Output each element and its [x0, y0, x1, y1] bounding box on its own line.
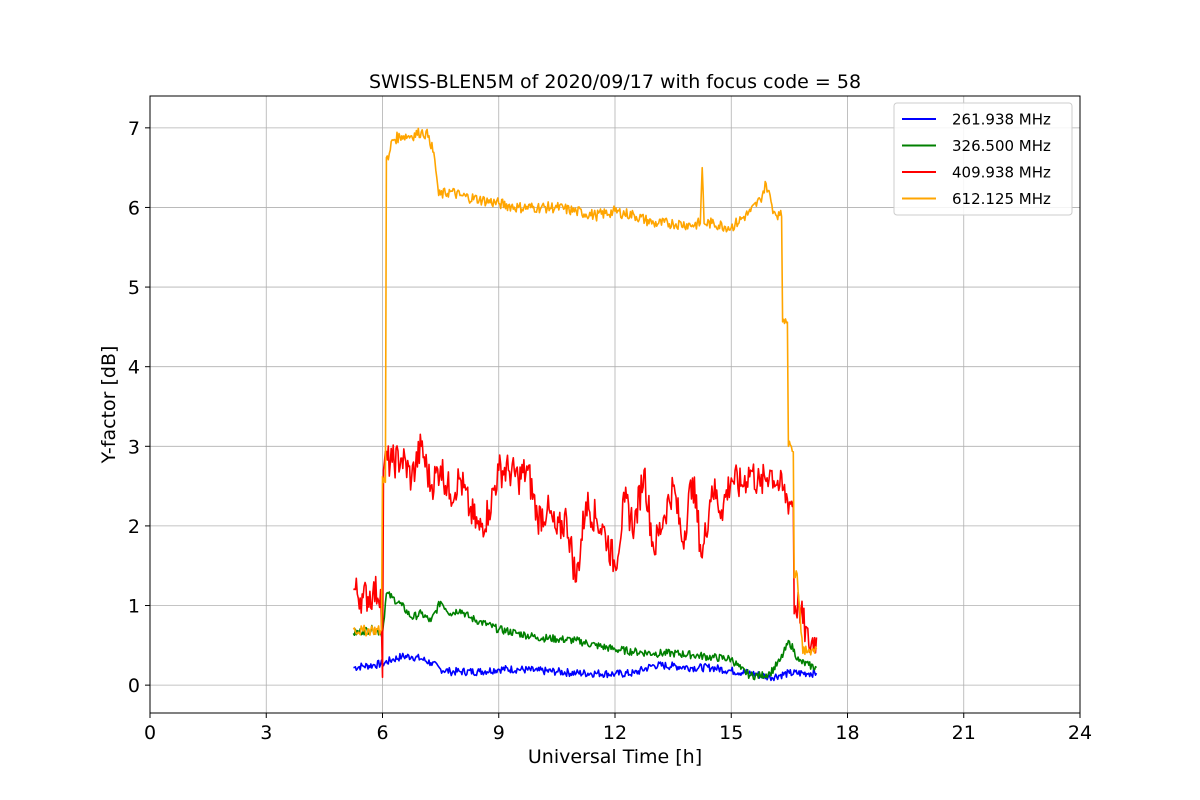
x-tick-label: 0 [144, 722, 156, 744]
legend-box [893, 102, 1073, 216]
x-tick-label: 15 [719, 722, 743, 744]
y-tick-label: 4 [128, 357, 140, 379]
y-tick-label: 7 [128, 118, 140, 140]
x-tick-label: 6 [376, 722, 388, 744]
chart-title: SWISS-BLEN5M of 2020/09/17 with focus co… [369, 71, 861, 93]
series-line-0 [353, 652, 818, 682]
x-tick-label: 9 [493, 722, 505, 744]
x-tick-label: 3 [260, 722, 272, 744]
legend-label: 326.500 MHz [952, 137, 1051, 155]
series-line-2 [353, 433, 818, 678]
y-tick-label: 5 [128, 277, 140, 299]
y-tick-label: 3 [128, 436, 140, 458]
y-axis-label: Y-factor [dB] [98, 346, 120, 465]
y-tick-label: 6 [128, 197, 140, 219]
x-tick-label: 18 [835, 722, 859, 744]
series-line-3 [352, 127, 818, 656]
legend-label: 612.125 MHz [952, 190, 1051, 208]
y-tick-label: 0 [128, 675, 140, 697]
x-tick-label: 21 [952, 722, 976, 744]
series-lines [352, 127, 818, 682]
y-tick-label: 2 [128, 516, 140, 538]
legend: 261.938 MHz 326.500 MHz 409.938 MHz 612.125… [893, 102, 1073, 216]
legend-label: 261.938 MHz [952, 111, 1051, 129]
series-line-1 [352, 591, 818, 681]
legend-label: 409.938 MHz [952, 164, 1051, 182]
x-tick-label: 12 [603, 722, 627, 744]
x-tick-label: 24 [1068, 722, 1092, 744]
x-axis-label: Universal Time [h] [528, 746, 702, 768]
y-tick-label: 1 [128, 596, 140, 618]
